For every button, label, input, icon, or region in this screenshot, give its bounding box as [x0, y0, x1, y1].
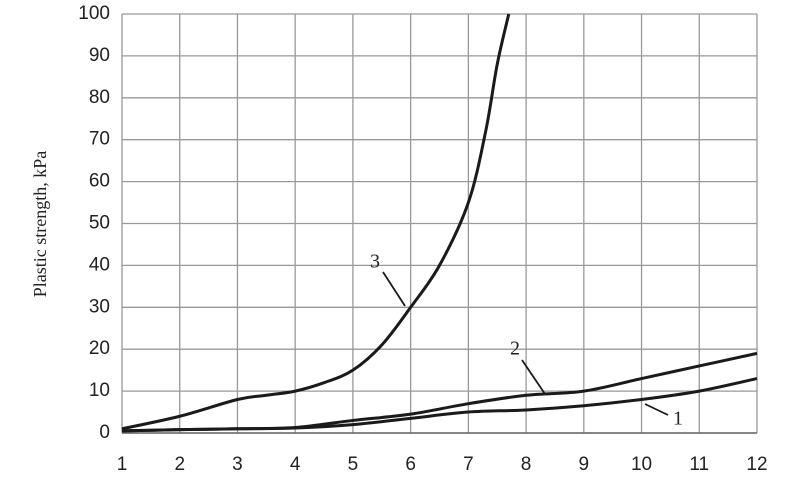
x-tick-label: 1	[117, 454, 128, 475]
series-label: 2	[510, 338, 520, 360]
leader-line	[644, 403, 669, 416]
y-tick-label: 90	[89, 45, 110, 66]
x-tick-label: 3	[232, 454, 243, 475]
y-tick-label: 10	[89, 380, 110, 401]
y-tick-label: 40	[89, 254, 110, 275]
series-line	[121, 13, 511, 431]
x-tick-label: 7	[463, 454, 474, 475]
y-tick-label: 30	[89, 296, 110, 317]
y-tick-label: 80	[89, 87, 110, 108]
y-tick-label: 50	[89, 213, 110, 234]
x-tick-label: 5	[348, 454, 359, 475]
x-tick-label: 6	[405, 454, 416, 475]
series-line	[121, 351, 758, 433]
y-tick-label: 70	[89, 129, 110, 150]
x-tick-label: 2	[174, 454, 185, 475]
y-tick-label: 60	[89, 171, 110, 192]
series-label: 3	[370, 251, 380, 273]
y-tick-label: 0	[99, 422, 110, 443]
x-tick-label: 9	[579, 454, 590, 475]
x-tick-label: 4	[290, 454, 301, 475]
leader-line	[521, 359, 546, 395]
x-tick-label: 11	[689, 454, 709, 475]
y-axis-label: Plastic strength, kPa	[30, 151, 50, 298]
x-tick-label: 8	[521, 454, 532, 475]
y-tick-label: 100	[78, 3, 110, 24]
series-label: 1	[673, 408, 683, 430]
leader-line	[382, 271, 406, 307]
y-tick-label: 20	[89, 338, 110, 359]
x-tick-label: 10	[631, 454, 652, 475]
x-tick-label: 12	[746, 454, 767, 475]
